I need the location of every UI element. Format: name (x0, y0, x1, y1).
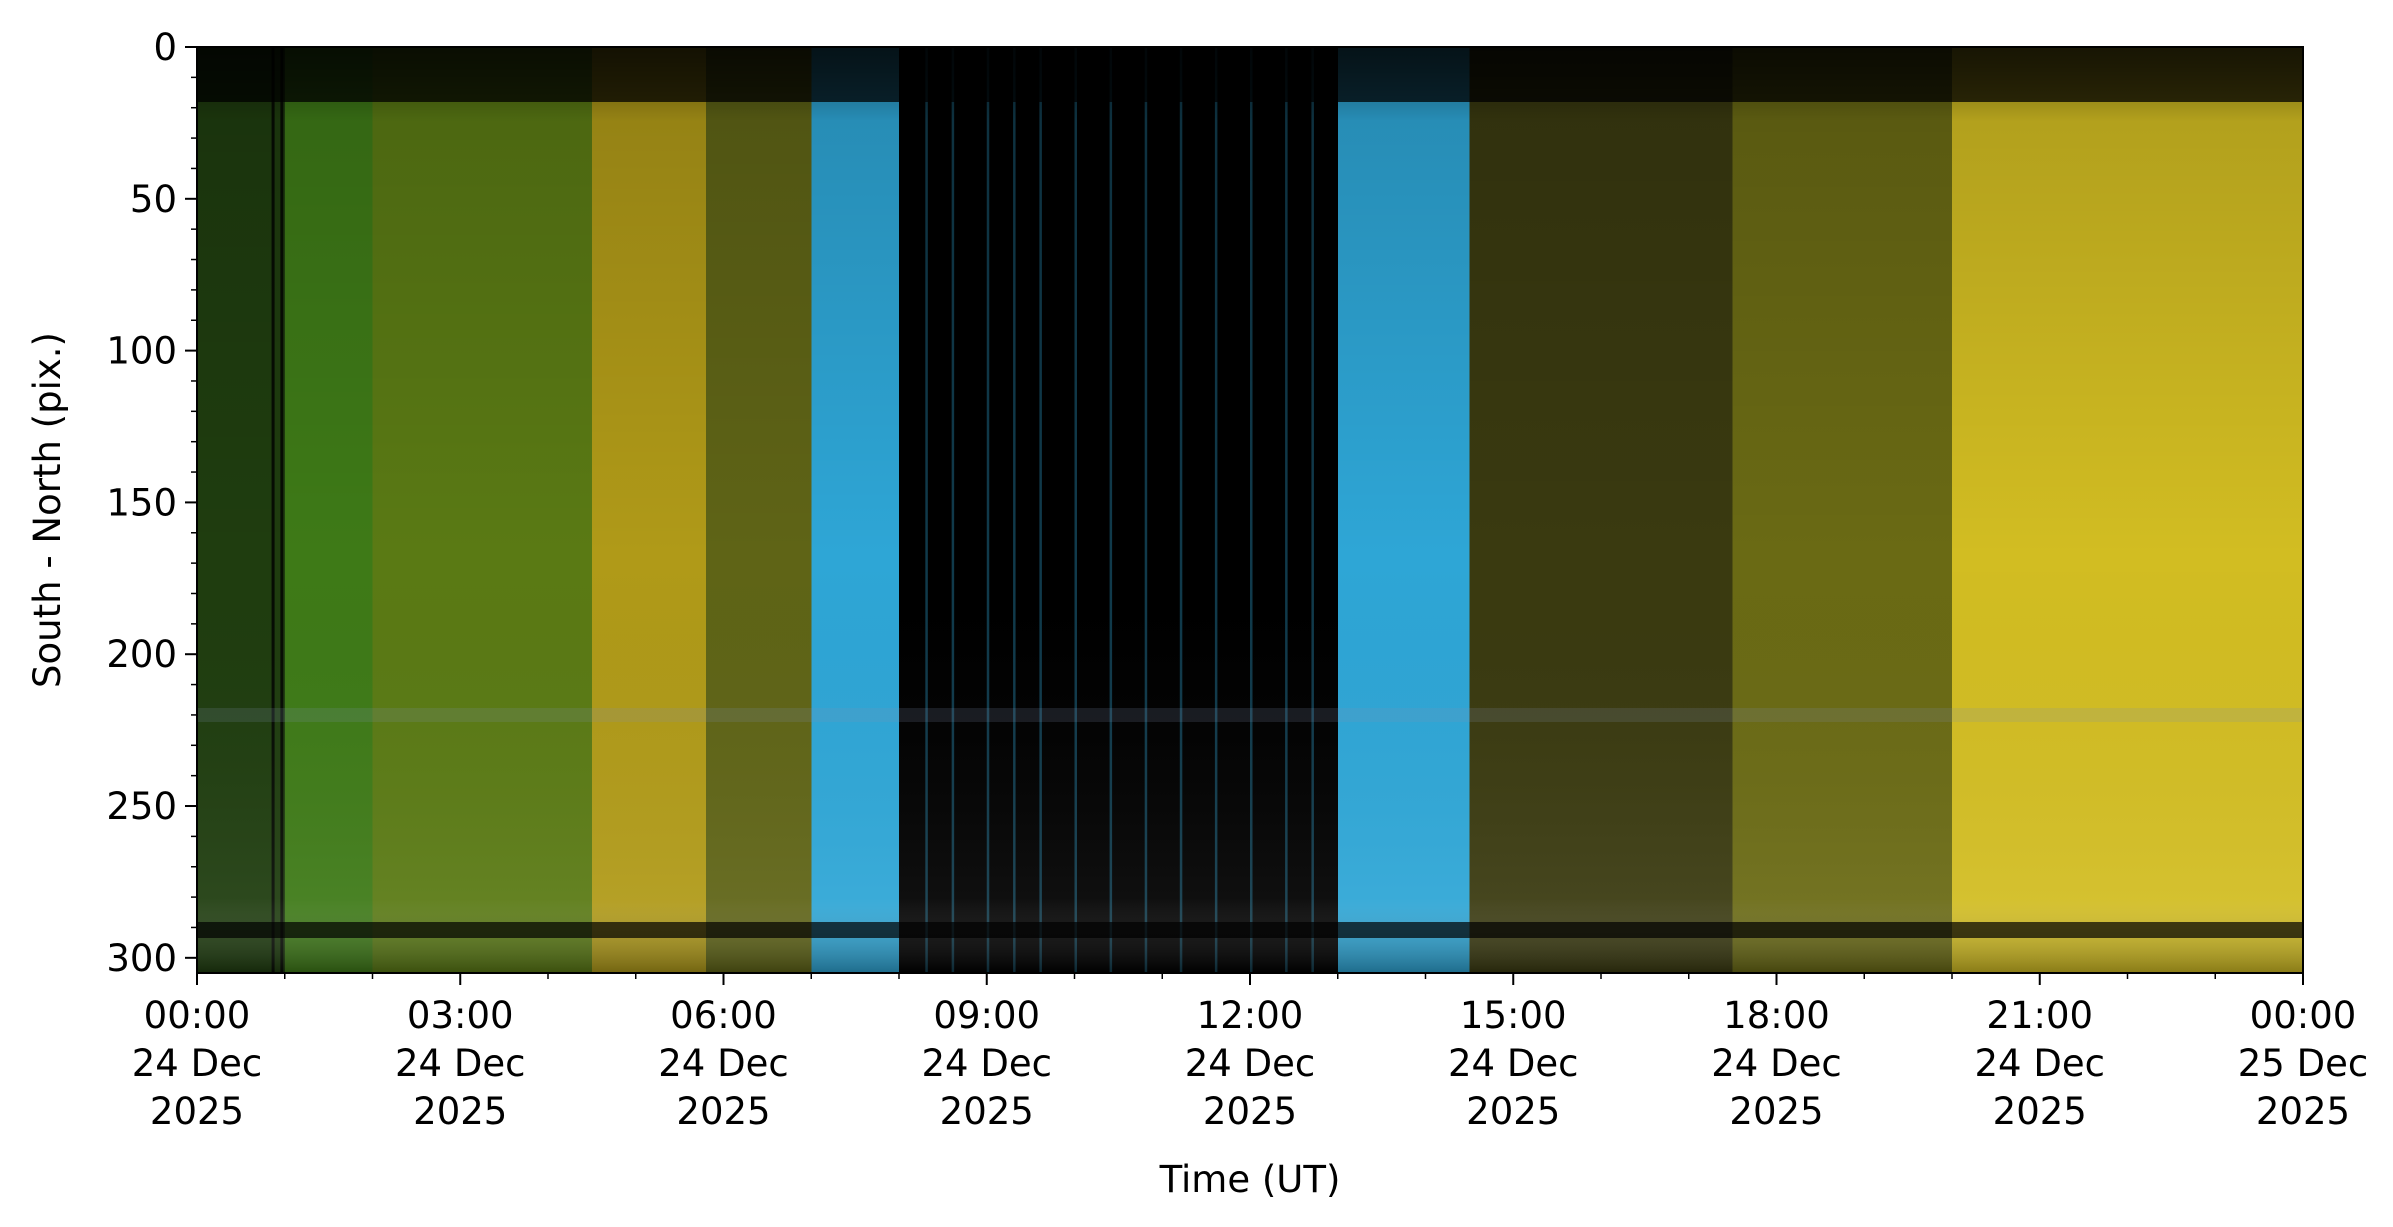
x-axis: 00:00 24 Dec 2025 03:00 24 Dec 2025 06:00 24 De… (132, 973, 2368, 1133)
y-tick-label-6: 300 (106, 937, 177, 980)
x-tick-label-8-line-2: 2025 (2256, 1090, 2350, 1133)
x-tick-label-3-line-2: 2025 (940, 1090, 1034, 1133)
x-tick-label-1-line-2: 2025 (413, 1090, 507, 1133)
x-tick-label-2-line-2: 2025 (676, 1090, 770, 1133)
x-tick-label-8: 00:00 25 Dec 2025 (2238, 994, 2368, 1133)
x-tick-label-3: 09:00 24 Dec 2025 (922, 994, 1052, 1133)
x-tick-label-5-line-1: 24 Dec (1448, 1042, 1578, 1085)
x-tick-label-2-line-1: 24 Dec (658, 1042, 788, 1085)
x-tick-label-7-line-2: 2025 (1993, 1090, 2087, 1133)
x-tick-label-2: 06:00 24 Dec 2025 (658, 994, 788, 1133)
top-dark-band (197, 47, 2303, 102)
x-tick-label-3-line-1: 24 Dec (922, 1042, 1052, 1085)
x-tick-label-8-line-1: 25 Dec (2238, 1042, 2368, 1085)
x-tick-label-3-line-0: 09:00 (933, 994, 1040, 1037)
horizon-band (197, 922, 2303, 938)
x-tick-label-0: 00:00 24 Dec 2025 (132, 994, 262, 1133)
x-tick-label-5-line-2: 2025 (1466, 1090, 1560, 1133)
x-tick-label-4-line-2: 2025 (1203, 1090, 1297, 1133)
x-tick-label-2-line-0: 06:00 (670, 994, 777, 1037)
y-tick-label-0: 0 (153, 26, 177, 69)
x-tick-label-8-line-0: 00:00 (2250, 994, 2357, 1037)
x-tick-label-6-line-1: 24 Dec (1711, 1042, 1841, 1085)
x-tick-label-0-line-0: 00:00 (144, 994, 251, 1037)
x-tick-label-6-line-0: 18:00 (1723, 994, 1830, 1037)
x-tick-label-5: 15:00 24 Dec 2025 (1448, 994, 1578, 1133)
x-axis-label: Time (UT) (1159, 1158, 1341, 1201)
x-tick-label-7-line-0: 21:00 (1986, 994, 2093, 1037)
plot-area (197, 47, 2303, 973)
x-tick-label-0-line-2: 2025 (150, 1090, 244, 1133)
heatmap-shading (197, 47, 2303, 973)
y-axis-label: South - North (pix.) (26, 332, 69, 688)
x-tick-label-6: 18:00 24 Dec 2025 (1711, 994, 1841, 1133)
x-tick-label-4-line-0: 12:00 (1197, 994, 1304, 1037)
y-tick-label-4: 200 (106, 633, 177, 676)
x-tick-label-6-line-2: 2025 (1729, 1090, 1823, 1133)
mid-faint-band (197, 708, 2303, 722)
x-tick-label-0-line-1: 24 Dec (132, 1042, 262, 1085)
y-tick-label-1: 50 (130, 178, 177, 221)
x-tick-label-1-line-0: 03:00 (407, 994, 514, 1037)
x-tick-label-7: 21:00 24 Dec 2025 (1975, 994, 2105, 1133)
x-tick-label-5-line-0: 15:00 (1460, 994, 1567, 1037)
x-tick-label-4-line-1: 24 Dec (1185, 1042, 1315, 1085)
y-tick-label-3: 150 (106, 481, 177, 524)
y-tick-label-5: 250 (106, 785, 177, 828)
y-axis: 0 50 100 150 200 250 300 (106, 26, 197, 980)
x-tick-label-1: 03:00 24 Dec 2025 (395, 994, 525, 1133)
x-tick-label-1-line-1: 24 Dec (395, 1042, 525, 1085)
y-tick-label-2: 100 (106, 330, 177, 373)
x-tick-label-7-line-1: 24 Dec (1975, 1042, 2105, 1085)
x-tick-label-4: 12:00 24 Dec 2025 (1185, 994, 1315, 1133)
